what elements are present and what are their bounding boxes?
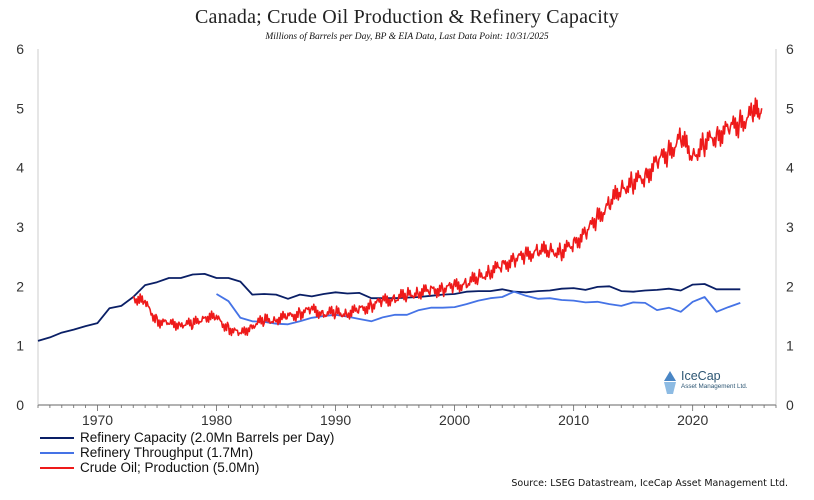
x-tick-label: 1970 — [82, 412, 113, 428]
y-tick-label-left: 0 — [16, 397, 24, 413]
source-note: Source: LSEG Datastream, IceCap Asset Ma… — [511, 478, 788, 489]
x-tick-label: 2020 — [677, 412, 708, 428]
chart-subtitle: Millions of Barrels per Day, BP & EIA Da… — [265, 32, 549, 42]
legend-swatch — [40, 451, 74, 454]
y-tick-label-right: 0 — [786, 397, 794, 413]
legend-item: Refinery Throughput (1.7Mn) — [40, 445, 334, 460]
y-tick-label-left: 1 — [16, 338, 24, 354]
chart-title: Canada; Crude Oil Production & Refinery … — [195, 6, 619, 28]
logo-name: IceCap — [681, 369, 721, 383]
legend: Refinery Capacity (2.0Mn Barrels per Day… — [40, 430, 334, 475]
y-tick-label-right: 6 — [786, 41, 794, 57]
y-tick-label-left: 5 — [16, 100, 24, 116]
legend-swatch — [40, 436, 74, 439]
legend-item: Refinery Capacity (2.0Mn Barrels per Day… — [40, 430, 334, 445]
series-layer — [37, 97, 763, 342]
x-tick-label: 2010 — [558, 412, 589, 428]
x-tick-label: 1980 — [201, 412, 232, 428]
y-tick-label-right: 4 — [786, 160, 794, 176]
y-tick-label-right: 3 — [786, 219, 794, 235]
y-tick-label-left: 6 — [16, 41, 24, 57]
icecap-logo: IceCap Asset Management Ltd. — [661, 368, 761, 396]
axes: 0 0 1 1 2 2 3 3 4 4 5 5 6 6 1970 1980 1990 2000 2010 2020 — [16, 41, 794, 428]
legend-label: Refinery Throughput (1.7Mn) — [80, 445, 254, 460]
y-tick-label-right: 5 — [786, 100, 794, 116]
legend-swatch — [40, 466, 74, 469]
x-tick-label: 2000 — [439, 412, 470, 428]
y-tick-label-right: 1 — [786, 338, 794, 354]
series-line-refinery-capacity — [37, 273, 741, 342]
legend-label: Crude Oil; Production (5.0Mn) — [80, 460, 260, 475]
legend-label: Refinery Capacity (2.0Mn Barrels per Day… — [80, 430, 335, 445]
series-line-crude-oil-production — [132, 97, 763, 337]
series-line-refinery-throughput — [216, 290, 741, 326]
iceberg-icon — [664, 371, 676, 394]
legend-item: Crude Oil; Production (5.0Mn) — [40, 460, 334, 475]
y-tick-label-right: 2 — [786, 278, 794, 294]
y-tick-label-left: 3 — [16, 219, 24, 235]
x-tick-label: 1990 — [320, 412, 351, 428]
logo-tagline: Asset Management Ltd. — [681, 383, 748, 390]
y-tick-label-left: 4 — [16, 160, 24, 176]
y-tick-label-left: 2 — [16, 278, 24, 294]
